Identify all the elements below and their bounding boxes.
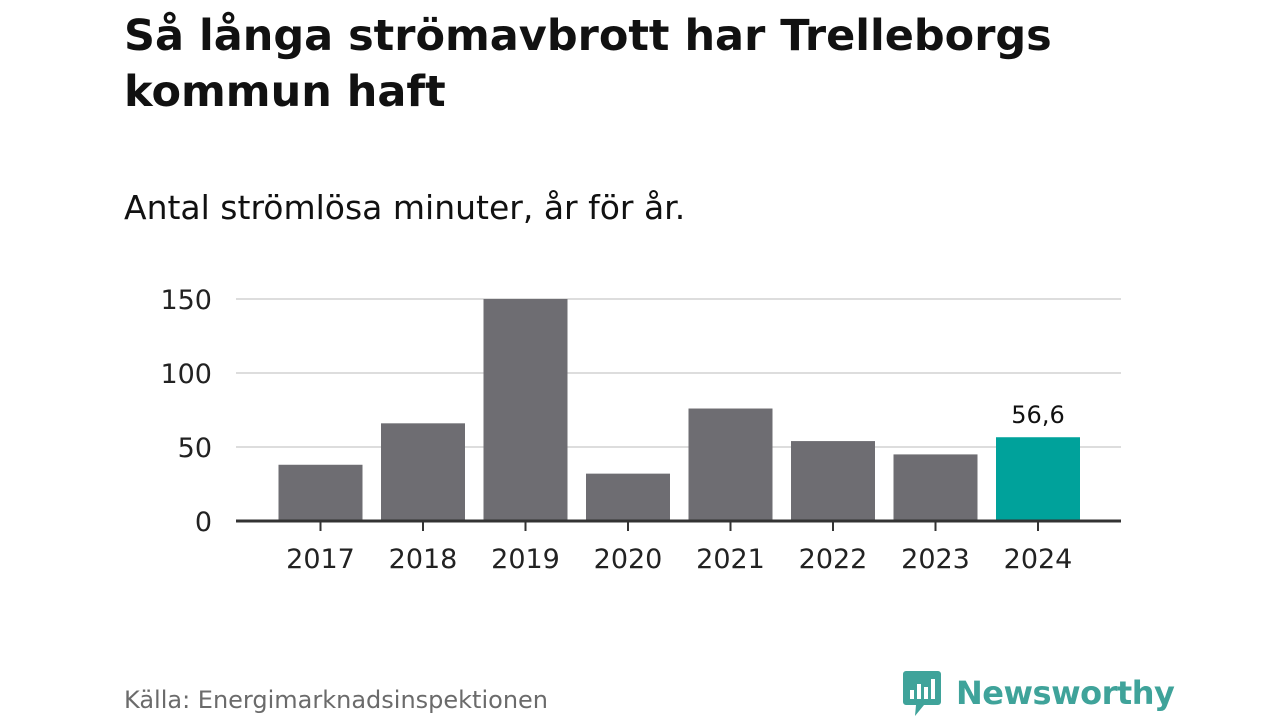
bar-2019 xyxy=(483,299,568,521)
data-label: 56,6 xyxy=(1011,401,1064,429)
bar-2024 xyxy=(996,437,1080,521)
brand-logo: Newsworthy xyxy=(902,668,1175,718)
x-tick-label: 2020 xyxy=(594,544,663,575)
x-tick-label: 2023 xyxy=(901,544,970,575)
x-tick-label: 2022 xyxy=(799,544,868,575)
y-tick-label: 0 xyxy=(195,507,212,538)
tick-labels: 0 50 100 150 2017 2018 2019 2020 2021 2022 2023 202… xyxy=(160,285,1072,575)
x-tick-label: 2019 xyxy=(491,544,560,575)
bar-2017 xyxy=(278,464,363,521)
chart-title: Så långa strömavbrott har Trelleborgs ko… xyxy=(124,11,1052,117)
chart-subtitle: Antal strömlösa minuter, år för år. xyxy=(124,188,686,227)
bar-2021 xyxy=(688,408,773,521)
grid-lines xyxy=(236,298,1121,448)
bar-2020 xyxy=(586,473,670,521)
x-tick-label: 2017 xyxy=(286,544,355,575)
x-tick-label: 2018 xyxy=(389,544,458,575)
x-tick-label: 2021 xyxy=(696,544,765,575)
y-tick-label: 50 xyxy=(178,433,212,464)
y-tick-label: 100 xyxy=(160,359,212,390)
bar-2018 xyxy=(381,423,465,521)
bar-2023 xyxy=(893,454,978,521)
bar-2022 xyxy=(791,441,875,521)
x-axis xyxy=(236,519,1121,531)
newsworthy-logo-icon xyxy=(903,671,941,716)
bars xyxy=(278,299,1080,521)
brand-name: Newsworthy xyxy=(956,674,1175,712)
source-note: Källa: Energimarknadsinspektionen xyxy=(124,686,549,714)
y-tick-label: 150 xyxy=(160,285,212,316)
x-tick-label: 2024 xyxy=(1004,544,1073,575)
